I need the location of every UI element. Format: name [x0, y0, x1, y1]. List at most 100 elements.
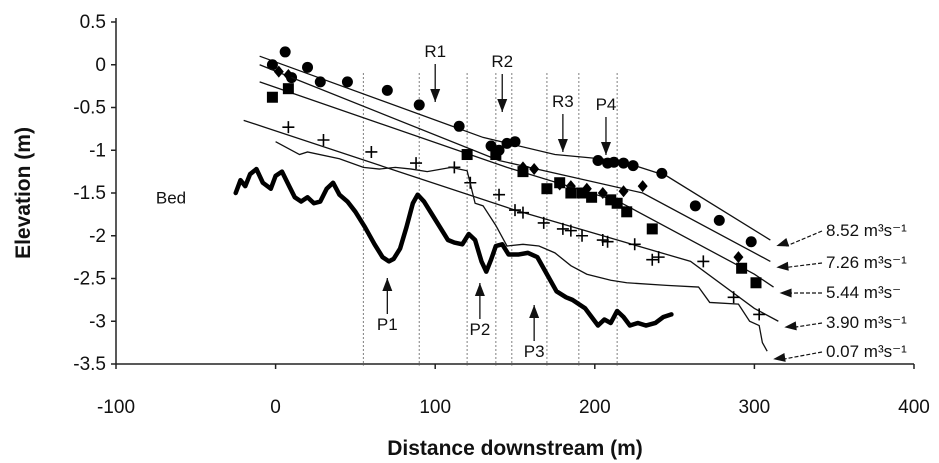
data-point-plus — [601, 235, 614, 248]
bed-profile: Bed — [156, 166, 674, 328]
x-tick-label: -100 — [97, 397, 135, 418]
data-point-square — [611, 197, 623, 209]
y-tick-label: -1.5 — [73, 183, 106, 204]
data-point-square — [646, 223, 658, 235]
data-point-plus — [576, 229, 589, 242]
flow-label-arrowhead — [776, 237, 790, 247]
data-point-plus — [317, 133, 330, 146]
series-line — [243, 119, 779, 322]
x-tick-label: 300 — [739, 397, 771, 418]
data-point-circle — [453, 120, 465, 132]
y-tick-label: 0 — [95, 55, 106, 76]
reach-label: R1 — [424, 42, 446, 61]
pool-label: P3 — [524, 342, 545, 361]
data-point-circle — [592, 155, 604, 167]
data-point-plus — [509, 204, 521, 217]
reach-arrow-head — [430, 89, 441, 102]
data-point-circle — [745, 236, 757, 248]
data-point-square — [605, 194, 617, 206]
series-line — [275, 141, 768, 352]
data-point-circle — [713, 214, 725, 226]
data-point-square — [621, 206, 633, 218]
data-point-diamond — [637, 180, 648, 193]
data-point-circle — [341, 76, 353, 88]
data-point-circle — [413, 99, 425, 111]
data-point-square — [586, 191, 598, 203]
series-line — [259, 55, 771, 241]
data-point-square — [554, 177, 566, 189]
series-2 — [259, 81, 774, 289]
data-point-circle — [627, 160, 639, 172]
data-point-plus — [493, 188, 506, 201]
data-point-diamond — [529, 163, 540, 176]
y-tick-label: -2 — [89, 226, 106, 247]
data-point-square — [750, 277, 762, 289]
flow-label-arrowhead — [784, 321, 797, 331]
data-point-square — [517, 166, 529, 178]
y-tick-label: -3.5 — [73, 354, 106, 375]
data-point-square — [736, 262, 748, 274]
data-point-circle — [689, 200, 701, 212]
flow-label: 3.90 m³s⁻¹ — [826, 313, 907, 332]
data-point-plus — [652, 251, 665, 264]
y-axis-title: Elevation (m) — [12, 127, 35, 259]
x-axis-title: Distance downstream (m) — [387, 437, 643, 460]
flow-label-arrow — [786, 262, 823, 268]
data-point-plus — [564, 224, 577, 237]
data-point-circle — [381, 84, 393, 96]
y-tick-label: 0.5 — [80, 12, 106, 33]
section-lines — [362, 73, 618, 366]
x-tick-label: 400 — [898, 397, 930, 418]
x-tick-label: 200 — [579, 397, 611, 418]
reach-label: P4 — [596, 95, 617, 114]
flow-label: 7.26 m³s⁻¹ — [826, 253, 907, 272]
flow-label-arrowhead — [779, 288, 792, 298]
series-group — [243, 46, 779, 352]
data-point-square — [282, 83, 294, 95]
data-point-diamond — [618, 185, 629, 198]
data-point-circle — [314, 76, 326, 88]
reach-label: R2 — [491, 52, 513, 71]
data-point-square — [266, 91, 278, 103]
series-4 — [275, 141, 768, 352]
bed-label: Bed — [156, 188, 186, 207]
flow-label-arrowhead — [776, 261, 789, 271]
y-tick-label: -2.5 — [73, 269, 106, 290]
y-tick-label: -0.5 — [73, 98, 106, 119]
data-point-plus — [697, 255, 710, 268]
flow-label: 0.07 m³s⁻¹ — [826, 342, 907, 361]
data-point-plus — [365, 145, 378, 158]
flow-label-arrow — [783, 351, 823, 360]
data-point-circle — [618, 157, 630, 169]
data-point-plus — [753, 308, 766, 321]
data-point-square — [461, 149, 473, 161]
data-point-plus — [556, 222, 569, 235]
reach-arrow-head — [600, 142, 611, 155]
series-line — [259, 64, 771, 262]
data-point-plus — [537, 216, 550, 229]
annotations: R1 R2 R3 P4 P1 P2 P3 — [377, 42, 616, 361]
reach-arrow-head — [497, 99, 508, 112]
data-point-diamond — [283, 69, 294, 82]
x-tick-label: 100 — [419, 397, 451, 418]
x-tick-label: 0 — [270, 397, 281, 418]
pool-label: P1 — [377, 315, 398, 334]
data-point-circle — [302, 61, 314, 73]
reach-arrow-head — [557, 139, 568, 152]
flow-label: 8.52 m³s⁻¹ — [826, 221, 907, 240]
y-tick-label: -1 — [89, 140, 106, 161]
flow-label-arrow — [786, 230, 823, 247]
data-point-circle — [509, 136, 521, 148]
flow-label-arrowhead — [773, 352, 786, 362]
axes: 0.5 0 -0.5 -1 -1.5 -2 -2.5 -3 -3.5 -100 0 100 200 300… — [12, 12, 930, 460]
pool-arrow-head — [474, 283, 485, 296]
flow-label-arrow — [794, 322, 823, 328]
pool-arrow-head — [529, 305, 540, 318]
y-tick-label: -3 — [89, 311, 106, 332]
data-point-square — [490, 149, 502, 161]
data-point-plus — [282, 121, 295, 134]
series-1 — [259, 64, 771, 264]
reach-label: R3 — [552, 92, 574, 111]
data-point-circle — [279, 46, 291, 58]
